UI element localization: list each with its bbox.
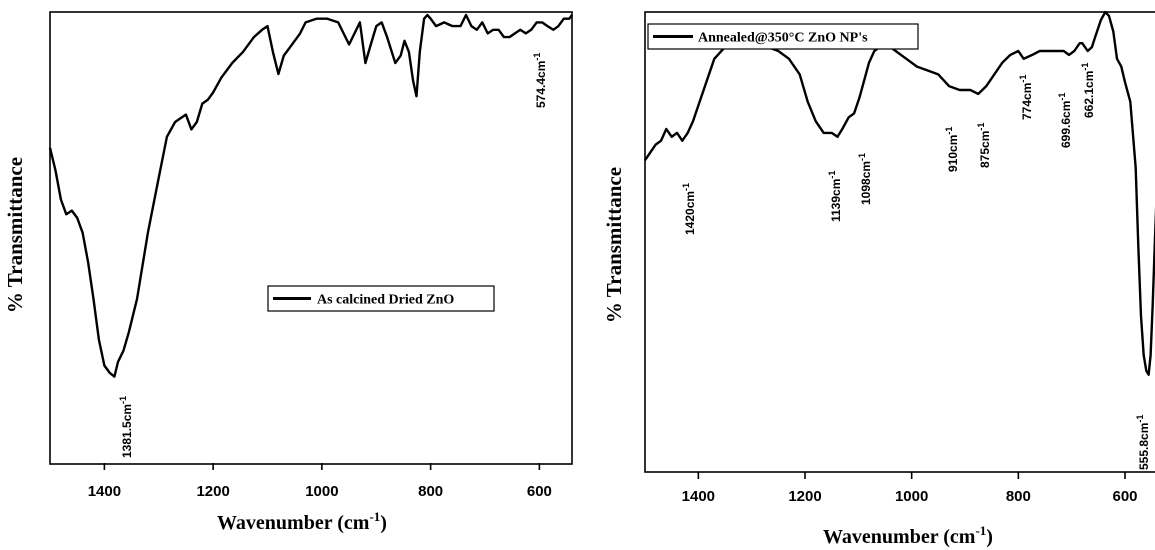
annotation-662-1: 662.1cm-1 bbox=[1080, 63, 1096, 118]
annotation-574-4: 574.4cm-1 bbox=[532, 53, 548, 108]
series-line-as-calcined bbox=[48, 13, 573, 378]
x-tick-label-left-600: 600 bbox=[527, 483, 552, 500]
x-tick-label-right-1200: 1200 bbox=[788, 488, 821, 505]
x-tick-label-left-1400: 1400 bbox=[88, 483, 121, 500]
annotation-1420-text: 1420cm bbox=[683, 191, 697, 235]
annotation-910-text: 910cm bbox=[946, 135, 960, 172]
annotation-555-8-sup: -1 bbox=[1135, 415, 1145, 423]
legend-right-label: Annealed@350°C ZnO NP's bbox=[698, 31, 868, 46]
annotation-1139-sup: -1 bbox=[827, 171, 837, 179]
x-tick-label-left-800: 800 bbox=[418, 483, 443, 500]
annotation-1098-text: 1098cm bbox=[859, 161, 873, 205]
y-axis-label-left: % Transmittance bbox=[3, 157, 27, 313]
series-line-annealed bbox=[644, 10, 1155, 376]
annotation-555-8-text: 555.8cm bbox=[1137, 423, 1151, 470]
x-axis-label-left-text: Wavenumber (cm bbox=[217, 512, 370, 534]
x-tick-label-right-600: 600 bbox=[1112, 488, 1137, 505]
x-tick-label-left-1200: 1200 bbox=[196, 483, 229, 500]
x-ticks-right: 1400 1200 1000 800 600 bbox=[682, 472, 1138, 505]
annotation-875-sup: -1 bbox=[976, 123, 986, 131]
panel-right: 1400 1200 1000 800 600 % Transmittance Waven… bbox=[602, 10, 1155, 548]
x-axis-label-left: Wavenumber (cm-1) bbox=[217, 509, 387, 534]
annotation-1381-5-sup: -1 bbox=[118, 396, 128, 404]
annotation-1381-5-text: 1381.5cm bbox=[120, 404, 134, 458]
y-axis-label-right: % Transmittance bbox=[602, 167, 626, 323]
annotation-875-text: 875cm bbox=[978, 131, 992, 168]
x-tick-label-right-1400: 1400 bbox=[682, 488, 715, 505]
plot-frame-left bbox=[49, 11, 573, 465]
x-axis-label-left-sup: -1 bbox=[369, 509, 380, 524]
annotation-1139-text: 1139cm bbox=[829, 179, 843, 222]
x-tick-label-left-1000: 1000 bbox=[305, 483, 338, 500]
x-axis-label-right-text: Wavenumber (cm bbox=[823, 526, 976, 548]
plot-frame-right bbox=[644, 11, 1155, 473]
x-tick-label-right-1000: 1000 bbox=[895, 488, 928, 505]
x-tick-label-right-800: 800 bbox=[1006, 488, 1031, 505]
x-axis-label-right-sup: -1 bbox=[975, 523, 986, 538]
annotation-1381-5: 1381.5cm-1 bbox=[118, 396, 134, 458]
annotation-699-6-sup: -1 bbox=[1057, 93, 1067, 101]
annotation-662-1-text: 662.1cm bbox=[1082, 71, 1096, 118]
x-axis-label-right: Wavenumber (cm-1) bbox=[823, 523, 993, 548]
annotation-1420-sup: -1 bbox=[681, 183, 691, 191]
annotation-574-4-text: 574.4cm bbox=[534, 61, 548, 108]
legend-left: As calcined Dried ZnO bbox=[267, 285, 495, 312]
annotation-1139: 1139cm-1 bbox=[827, 171, 843, 222]
x-axis-label-left-close: ) bbox=[380, 512, 387, 534]
annotation-574-4-sup: -1 bbox=[532, 53, 542, 61]
legend-left-label: As calcined Dried ZnO bbox=[317, 293, 454, 308]
annotation-774-sup: -1 bbox=[1018, 75, 1028, 83]
x-axis-label-right-close: ) bbox=[986, 526, 993, 548]
legend-right: Annealed@350°C ZnO NP's bbox=[647, 23, 919, 50]
annotation-1098-sup: -1 bbox=[857, 153, 867, 161]
annotation-1098: 1098cm-1 bbox=[857, 153, 873, 205]
annotation-910-sup: -1 bbox=[944, 127, 954, 135]
annotation-774-text: 774cm bbox=[1020, 83, 1034, 120]
annotation-699-6: 699.6cm-1 bbox=[1057, 93, 1073, 148]
x-ticks-left: 1400 1200 1000 800 600 bbox=[88, 463, 552, 500]
panel-left: 1400 1200 1000 800 600 % Transmittance Waven… bbox=[3, 11, 573, 534]
annotation-875: 875cm-1 bbox=[976, 123, 992, 168]
annotation-555-8: 555.8cm-1 bbox=[1135, 415, 1151, 470]
annotation-774: 774cm-1 bbox=[1018, 75, 1034, 120]
annotation-662-1-sup: -1 bbox=[1080, 63, 1090, 71]
annotation-699-6-text: 699.6cm bbox=[1059, 101, 1073, 148]
annotation-910: 910cm-1 bbox=[944, 127, 960, 172]
annotation-1420: 1420cm-1 bbox=[681, 183, 697, 235]
